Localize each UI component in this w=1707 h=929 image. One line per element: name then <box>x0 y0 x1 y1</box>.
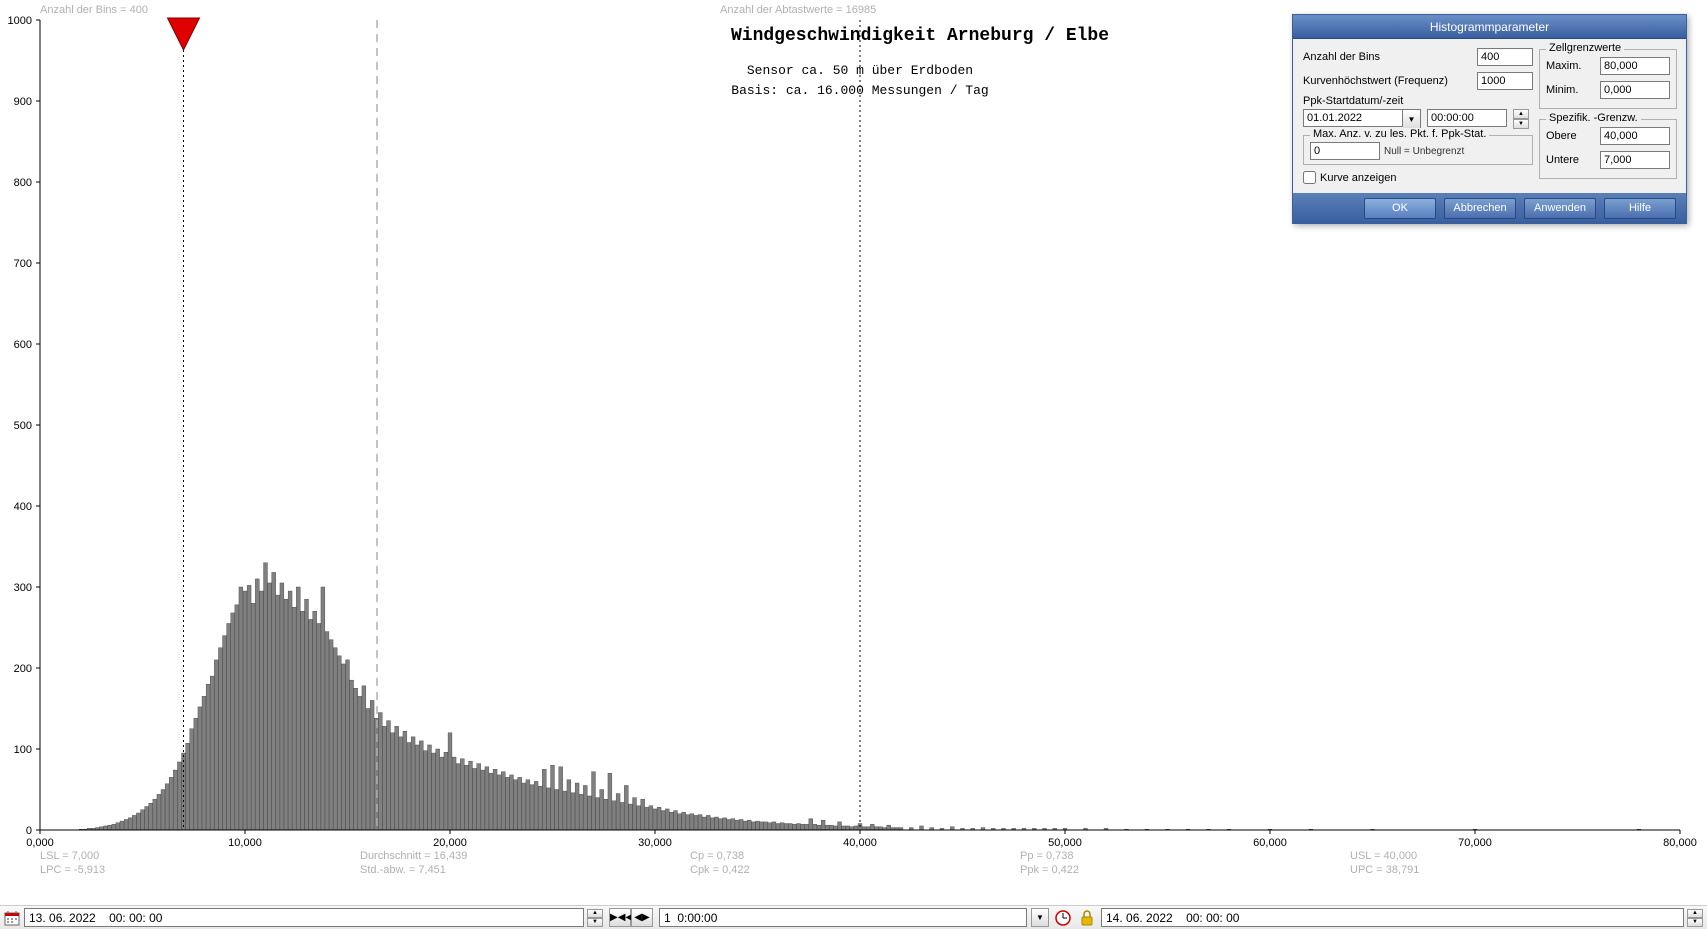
cell-max-input[interactable] <box>1600 57 1670 75</box>
svg-text:70,000: 70,000 <box>1458 837 1492 849</box>
maxpts-input[interactable] <box>1310 142 1380 160</box>
svg-text:20,000: 20,000 <box>433 837 467 849</box>
cell-min-input[interactable] <box>1600 81 1670 99</box>
spec-upper-input[interactable] <box>1600 127 1670 145</box>
clock-icon[interactable] <box>1053 908 1073 927</box>
svg-text:400: 400 <box>14 501 32 513</box>
spec-lower-input[interactable] <box>1600 151 1670 169</box>
start-dt-spinner[interactable]: ▲▼ <box>587 909 603 927</box>
apply-button[interactable]: Anwenden <box>1524 198 1596 219</box>
maxpts-note: Null = Unbegrenzt <box>1384 146 1464 157</box>
cell-min-label: Minim. <box>1546 84 1578 96</box>
spec-upper-label: Obere <box>1546 130 1577 142</box>
interval-dropdown-button[interactable]: ▼ <box>1031 908 1049 927</box>
statistics-bar: LSL = 7,000 LPC = -5,913 Durchschnitt = … <box>0 850 1707 880</box>
svg-text:800: 800 <box>14 177 32 189</box>
freq-input[interactable] <box>1477 72 1533 90</box>
start-datetime-input[interactable] <box>24 908 584 927</box>
cell-max-label: Maxim. <box>1546 60 1581 72</box>
svg-text:30,000: 30,000 <box>638 837 672 849</box>
cancel-button[interactable]: Abbrechen <box>1444 198 1516 219</box>
stat-ppk: Ppk = 0,422 <box>1020 864 1079 876</box>
ppk-date-dropdown[interactable]: ▼ <box>1403 109 1421 129</box>
stat-cpk: Cpk = 0,422 <box>690 864 750 876</box>
stat-mean: Durchschnitt = 16,439 <box>360 850 467 862</box>
ok-button[interactable]: OK <box>1364 198 1436 219</box>
spec-lower-label: Untere <box>1546 154 1579 166</box>
svg-text:200: 200 <box>14 663 32 675</box>
end-dt-spinner[interactable]: ▲▼ <box>1687 909 1703 927</box>
svg-text:Sensor ca. 50 m über Erdboden: Sensor ca. 50 m über Erdboden <box>747 63 973 78</box>
svg-text:100: 100 <box>14 744 32 756</box>
svg-text:0,000: 0,000 <box>26 837 54 849</box>
svg-text:500: 500 <box>14 420 32 432</box>
ppk-date-input[interactable] <box>1303 109 1403 127</box>
svg-text:80,000: 80,000 <box>1663 837 1697 849</box>
nav-step-fwd-button[interactable]: ◀▶ <box>631 908 653 927</box>
help-button[interactable]: Hilfe <box>1604 198 1676 219</box>
stat-cp: Cp = 0,738 <box>690 850 744 862</box>
lock-icon[interactable] <box>1077 908 1097 927</box>
nav-step-back-button[interactable]: ▶◀◀ <box>609 908 631 927</box>
freq-label: Kurvenhöchstwert (Frequenz) <box>1303 75 1448 87</box>
svg-text:700: 700 <box>14 258 32 270</box>
svg-text:600: 600 <box>14 339 32 351</box>
svg-text:60,000: 60,000 <box>1253 837 1287 849</box>
svg-text:Basis: ca. 16.000 Messungen /: Basis: ca. 16.000 Messungen / Tag <box>731 83 988 98</box>
maxpts-legend: Max. Anz. v. zu les. Pkt. f. Ppk-Stat. <box>1310 128 1489 140</box>
ppk-time-input[interactable] <box>1427 109 1507 127</box>
cell-limits-legend: Zellgrenzwerte <box>1546 42 1624 54</box>
bins-label: Anzahl der Bins <box>1303 51 1380 63</box>
stat-pp: Pp = 0,738 <box>1020 850 1074 862</box>
svg-text:50,000: 50,000 <box>1048 837 1082 849</box>
stat-lpc: LPC = -5,913 <box>40 864 105 876</box>
ppk-date-label: Ppk-Startdatum/-zeit <box>1303 95 1533 107</box>
end-datetime-input[interactable] <box>1101 908 1684 927</box>
svg-text:40,000: 40,000 <box>843 837 877 849</box>
ppk-time-down[interactable]: ▼ <box>1513 119 1529 129</box>
svg-text:900: 900 <box>14 96 32 108</box>
dialog-title: Histogrammparameter <box>1293 15 1686 39</box>
calendar-icon[interactable] <box>4 910 20 926</box>
svg-text:1000: 1000 <box>8 15 32 27</box>
stat-lsl: LSL = 7,000 <box>40 850 99 862</box>
bottom-toolbar: ▲▼ ▶◀◀ ◀▶ ▼ ▲▼ <box>0 905 1707 929</box>
ppk-time-up[interactable]: ▲ <box>1513 109 1529 119</box>
show-curve-label: Kurve anzeigen <box>1320 172 1396 184</box>
svg-text:10,000: 10,000 <box>228 837 262 849</box>
svg-text:0: 0 <box>26 825 32 837</box>
stat-usl: USL = 40,000 <box>1350 850 1417 862</box>
bins-input[interactable] <box>1477 48 1533 66</box>
interval-input[interactable] <box>659 908 1027 927</box>
show-curve-checkbox[interactable] <box>1303 171 1316 184</box>
histogram-params-dialog: Histogrammparameter Anzahl der Bins Kurv… <box>1292 14 1687 224</box>
stat-upc: UPC = 38,791 <box>1350 864 1419 876</box>
spec-limits-legend: Spezifik. -Grenzw. <box>1546 112 1641 124</box>
svg-text:300: 300 <box>14 582 32 594</box>
stat-stdev: Std.-abw. = 7,451 <box>360 864 446 876</box>
svg-text:Windgeschwindigkeit Arneburg: Windgeschwindigkeit Arneburg / Elbe <box>731 26 1109 46</box>
